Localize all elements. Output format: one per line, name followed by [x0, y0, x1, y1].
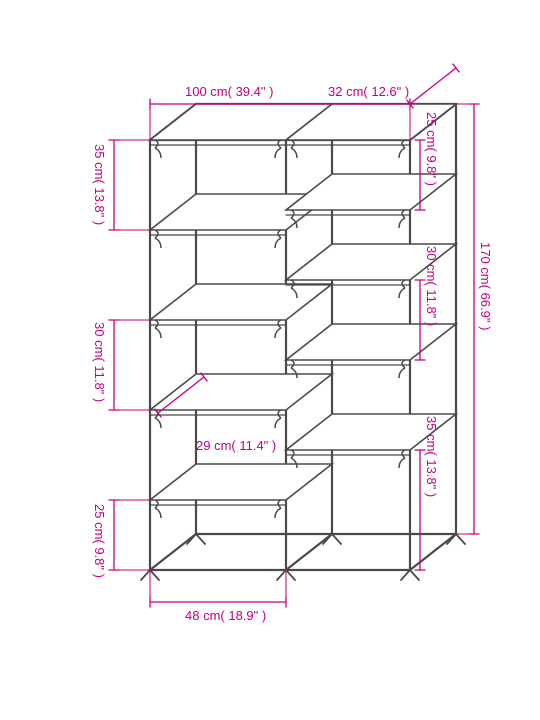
dim-right-35: 35 cm( 13.8" ) [424, 416, 439, 497]
dim-left-35: 35 cm( 13.8" ) [92, 144, 107, 225]
dim-depth-29: 29 cm( 11.4" ) [196, 438, 276, 453]
diagram-svg [0, 0, 540, 720]
dim-right-30: 30 cm( 11.8" ) [424, 246, 439, 326]
dim-left-25: 25 cm( 9.8" ) [92, 504, 107, 578]
dim-bottom-48: 48 cm( 18.9" ) [185, 608, 266, 623]
dim-far-170: 170 cm( 66.9" ) [478, 242, 493, 330]
dim-top-depth: 32 cm( 12.6" ) [328, 84, 409, 99]
dim-top-width: 100 cm( 39.4" ) [185, 84, 273, 99]
dim-left-30: 30 cm( 11.8" ) [92, 322, 107, 402]
dim-right-25: 25 cm( 9.8" ) [424, 112, 439, 186]
